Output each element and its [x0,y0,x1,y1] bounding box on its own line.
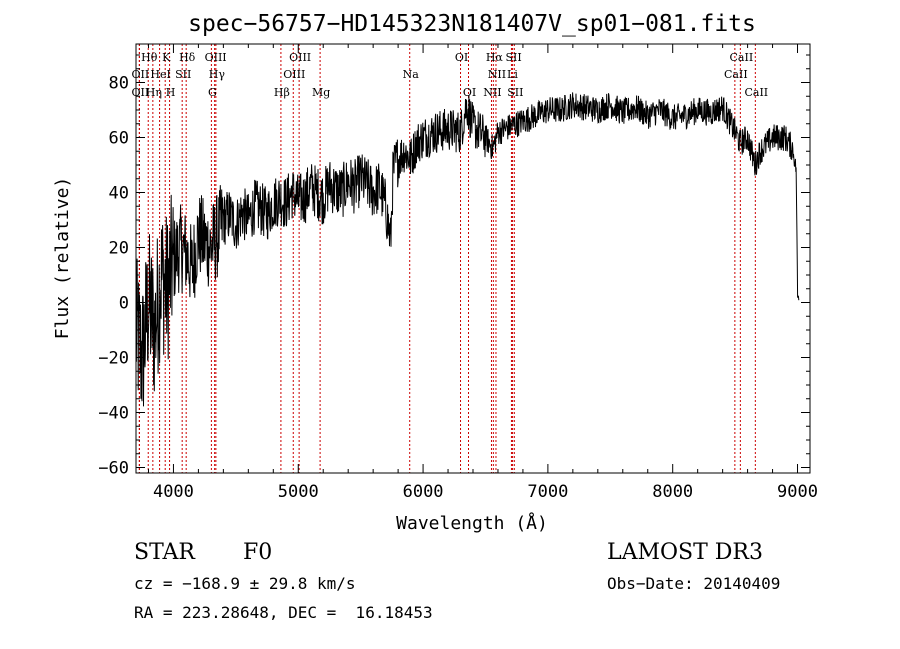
line-label: OII [132,68,150,81]
line-label: SII [505,51,521,64]
line-label: SII [507,86,523,99]
redshift-velocity: cz = −168.9 ± 29.8 km/s [134,574,356,593]
spectrum-series-flux [135,92,800,407]
y-tick-label: −40 [98,404,129,424]
line-label: Li [507,68,518,81]
line-label: Hθ [141,51,158,64]
line-label: NII [483,86,501,99]
line-label: HeI [150,68,170,81]
line-label: Hβ [274,86,290,99]
x-tick-label: 5000 [278,482,319,502]
line-label: OI [463,86,476,99]
line-label: Hδ [179,51,196,64]
line-label: SII [175,68,191,81]
line-label: CaII [744,86,768,99]
x-tick-label: 8000 [652,482,693,502]
line-label: Hγ [209,68,226,81]
line-label: G [208,86,217,99]
object-class: STAR [134,540,195,565]
line-label: NII [488,68,506,81]
y-tick-label: −20 [98,349,129,369]
y-tick-label: 20 [109,239,129,259]
line-label: OIII [289,51,311,64]
line-label: H [166,86,176,99]
line-label: OI [455,51,468,64]
y-tick-label: 60 [109,129,129,149]
line-label: OIII [283,68,305,81]
y-tick-label: 80 [109,74,129,94]
coordinates: RA = 223.28648, DEC = 16.18453 [134,603,433,622]
line-label: Hη [146,86,162,99]
x-tick-label: 6000 [403,482,444,502]
line-label: Na [403,68,420,81]
line-label: Hα [486,51,504,64]
object-subclass: F0 [243,540,273,565]
x-axis-label: Wavelength (Å) [396,512,548,534]
line-label: OIII [205,51,227,64]
line-label: CaII [724,68,748,81]
survey-name: LAMOST DR3 [607,540,763,565]
x-tick-label: 9000 [777,482,818,502]
line-label: Mg [312,86,330,99]
observation-date: Obs−Date: 20140409 [607,574,781,593]
line-label: CaII [730,51,754,64]
y-axis-label: Flux (relative) [52,177,73,340]
y-tick-label: −60 [98,459,129,479]
y-tick-label: 0 [119,294,129,314]
chart-title: spec−56757−HD145323N181407V_sp01−081.fit… [188,11,756,37]
y-tick-label: 40 [109,184,129,204]
x-tick-label: 7000 [527,482,568,502]
x-tick-label: 4000 [153,482,194,502]
line-label: K [162,51,171,64]
line-label: OII [132,86,150,99]
